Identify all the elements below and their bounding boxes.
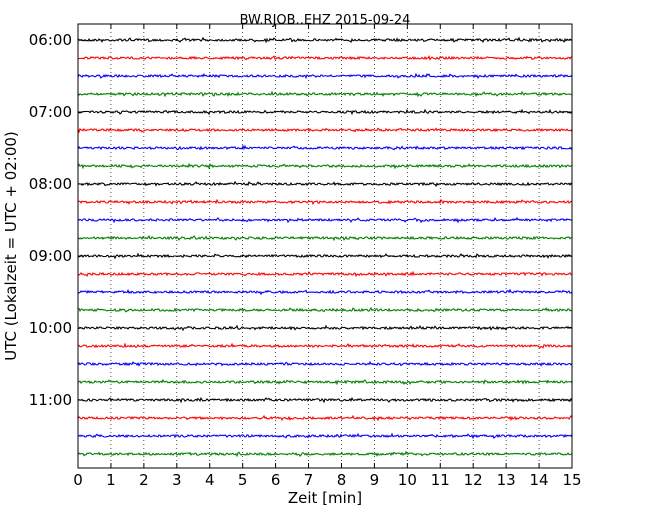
x-tick-label-5: 5 xyxy=(238,471,248,489)
x-tick-label-10: 10 xyxy=(398,471,417,489)
traces xyxy=(77,36,573,458)
trace-1145 xyxy=(77,450,573,458)
x-tick-label-12: 12 xyxy=(464,471,483,489)
x-tick-label-7: 7 xyxy=(304,471,314,489)
trace-0645 xyxy=(77,90,573,98)
x-axis-ticks: 0 1 2 3 4 5 6 7 8 9 10 11 12 13 14 15 xyxy=(73,24,582,489)
y-tick-label-1: 07:00 xyxy=(29,103,72,121)
x-tick-label-6: 6 xyxy=(271,471,281,489)
x-tick-label-13: 13 xyxy=(497,471,516,489)
x-tick-label-8: 8 xyxy=(337,471,347,489)
y-tick-label-0: 06:00 xyxy=(29,31,72,49)
trace-0600 xyxy=(77,36,573,44)
trace-0845 xyxy=(77,235,573,242)
trace-0945 xyxy=(77,306,573,313)
x-tick-label-2: 2 xyxy=(139,471,149,489)
chart-title: BW.RJOB..EHZ 2015-09-24 xyxy=(240,13,411,28)
x-tick-label-15: 15 xyxy=(562,471,581,489)
trace-1030 xyxy=(77,360,573,367)
trace-0815 xyxy=(77,198,573,206)
trace-0800 xyxy=(77,180,573,188)
trace-1015 xyxy=(77,342,573,349)
trace-1045 xyxy=(77,378,573,386)
trace-0715 xyxy=(77,127,573,134)
y-tick-label-4: 10:00 xyxy=(29,319,72,337)
trace-0630 xyxy=(77,72,573,80)
trace-1000 xyxy=(77,324,573,332)
x-tick-label-3: 3 xyxy=(172,471,182,489)
trace-0700 xyxy=(77,108,573,116)
y-axis-ticks: 06:00 07:00 08:00 09:00 10:00 11:00 xyxy=(29,31,572,409)
trace-1100 xyxy=(77,396,573,404)
x-tick-label-11: 11 xyxy=(431,471,450,489)
x-tick-label-1: 1 xyxy=(106,471,116,489)
trace-0745 xyxy=(77,162,573,170)
trace-0830 xyxy=(77,216,573,224)
trace-1115 xyxy=(77,414,573,422)
y-tick-label-3: 09:00 xyxy=(29,247,72,265)
plot-frame xyxy=(77,23,573,469)
x-tick-label-4: 4 xyxy=(205,471,215,489)
x-tick-label-14: 14 xyxy=(530,471,549,489)
x-tick-label-0: 0 xyxy=(73,471,83,489)
trace-0930 xyxy=(77,288,573,296)
y-tick-label-2: 08:00 xyxy=(29,175,72,193)
y-tick-label-5: 11:00 xyxy=(29,391,72,409)
trace-0915 xyxy=(77,270,573,278)
x-axis-label: Zeit [min] xyxy=(288,489,362,507)
trace-0900 xyxy=(77,252,573,260)
trace-0615 xyxy=(77,54,573,61)
trace-1130 xyxy=(77,432,573,440)
trace-0730 xyxy=(77,144,573,151)
x-tick-label-9: 9 xyxy=(370,471,380,489)
y-axis-label: UTC (Lokalzeit = UTC + 02:00) xyxy=(2,131,20,361)
